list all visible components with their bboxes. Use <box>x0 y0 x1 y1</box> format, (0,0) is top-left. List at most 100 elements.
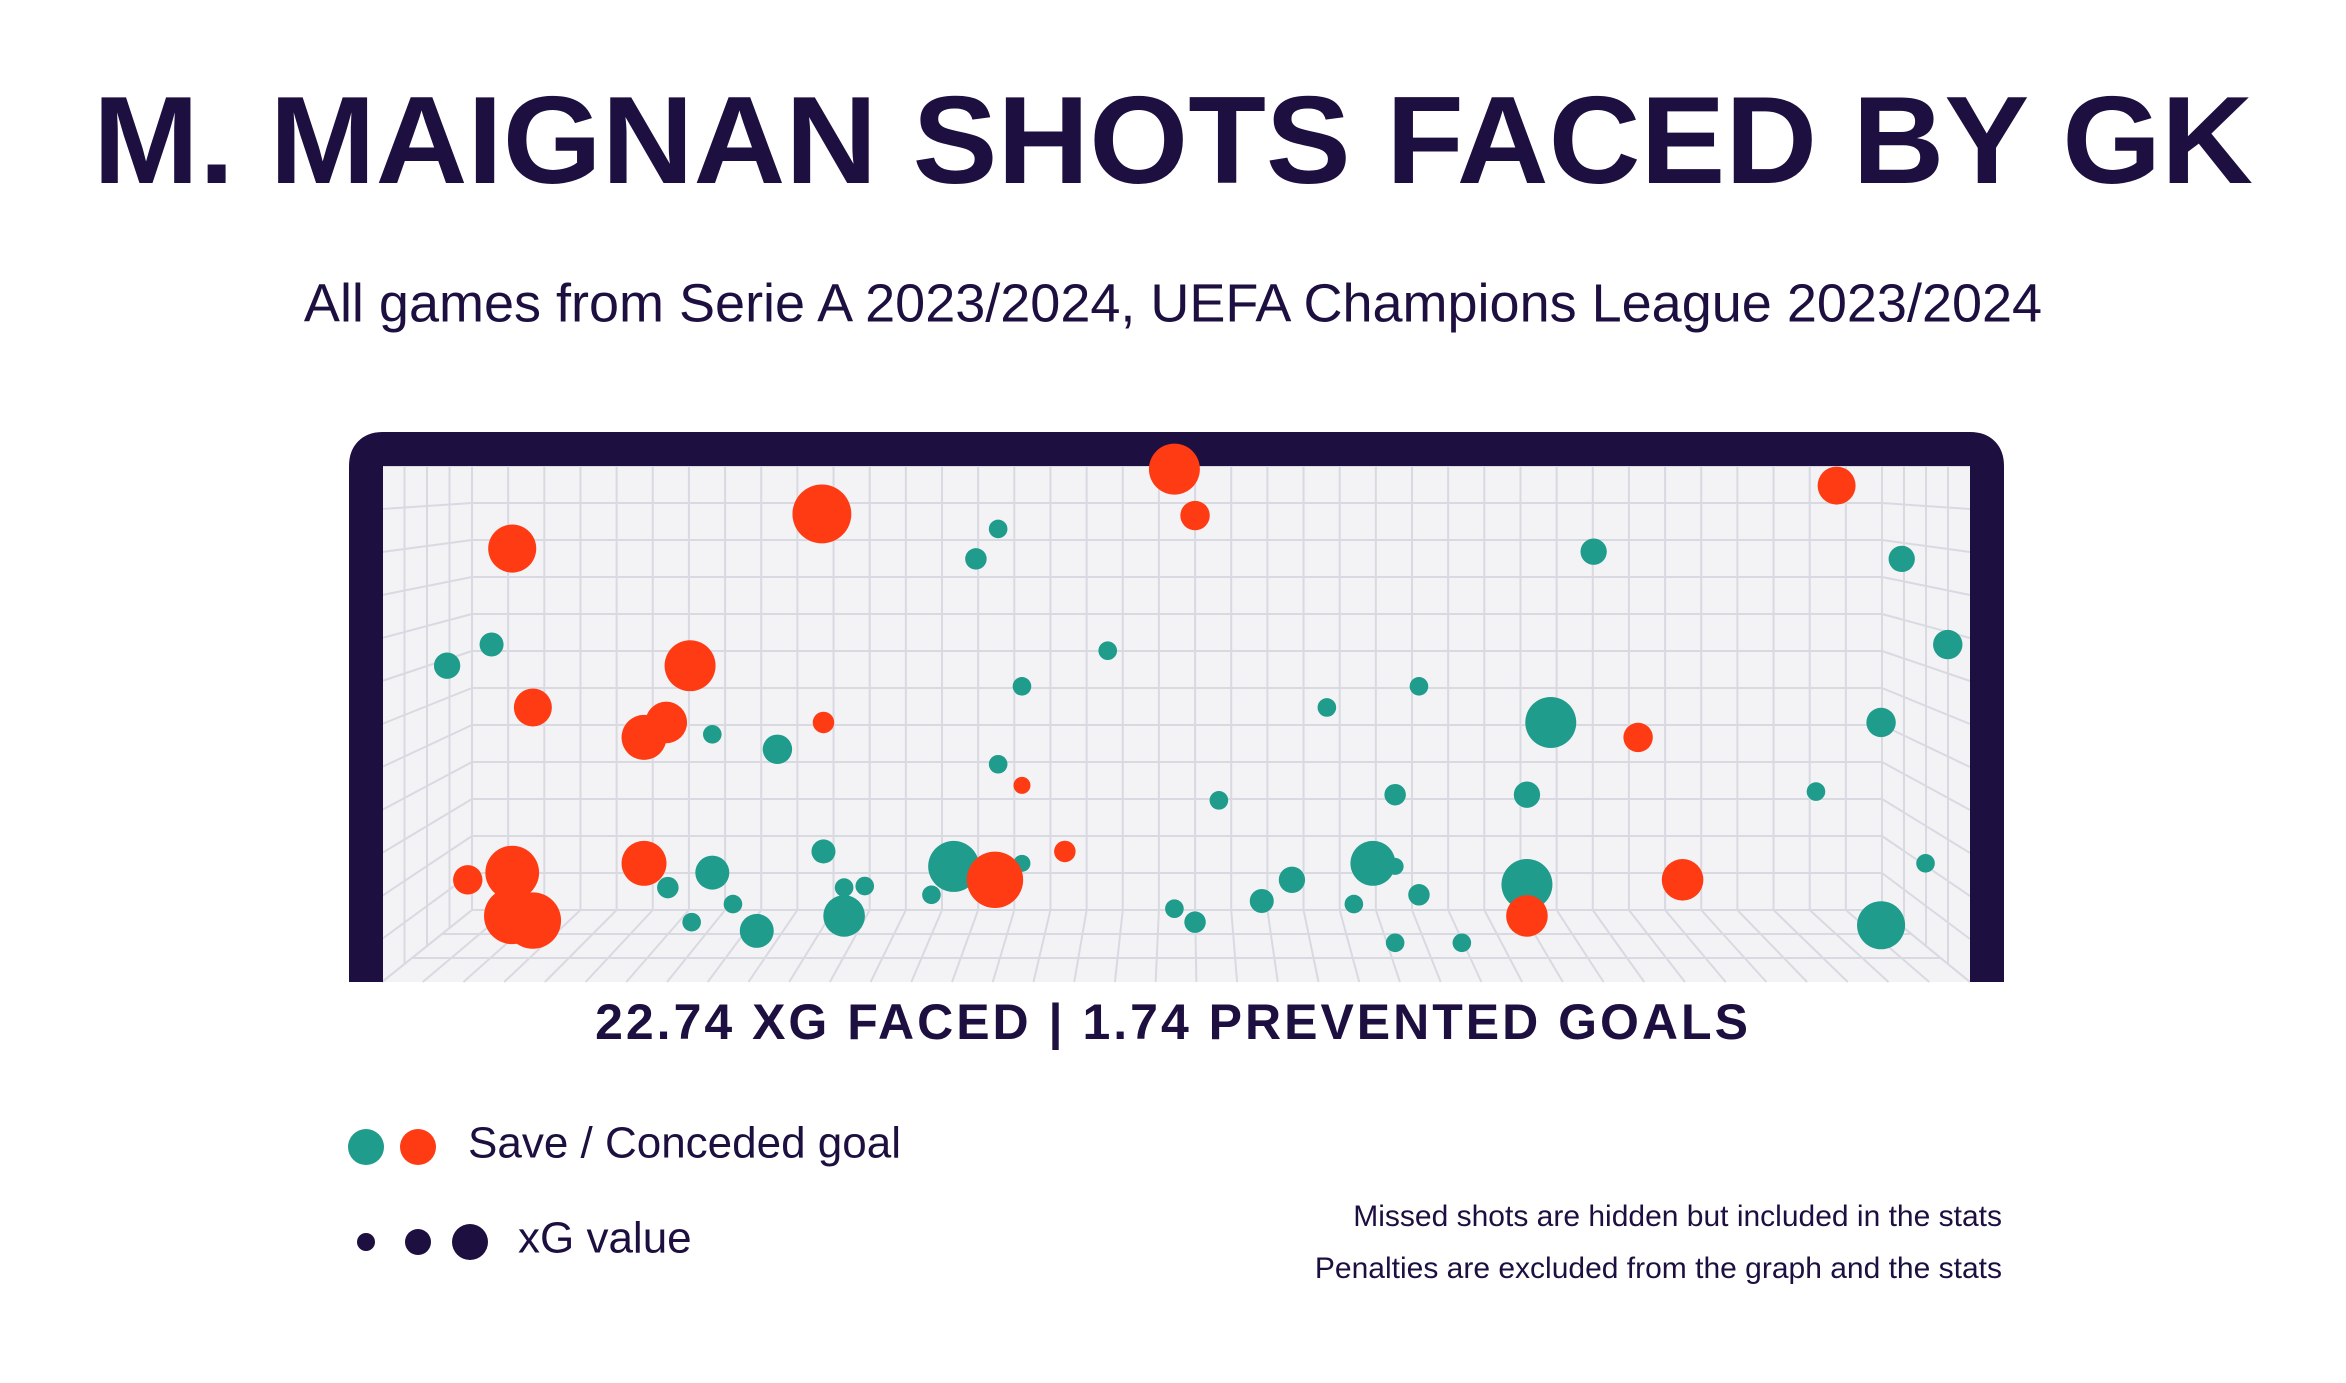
goal-shot <box>966 851 1024 909</box>
saved-shot <box>1933 629 1963 660</box>
net-line <box>1628 909 1686 983</box>
net-line <box>1555 909 1605 983</box>
goal-shot <box>1148 443 1200 495</box>
saved-shot <box>965 548 987 570</box>
saved-shot <box>855 876 875 896</box>
net-line <box>1073 909 1088 983</box>
goal-shot <box>664 640 716 692</box>
net-line <box>869 909 907 983</box>
saved-shot <box>1350 840 1396 886</box>
net-line <box>1591 909 1646 983</box>
note: Missed shots are hidden but included in … <box>1353 1200 2002 1233</box>
net-line <box>1302 909 1320 983</box>
net-line <box>1809 909 1890 983</box>
net-line <box>1113 909 1124 983</box>
saved-shot <box>739 913 774 948</box>
goal-shot <box>488 524 537 573</box>
saved-shot <box>695 855 730 890</box>
net-line <box>1700 909 1768 983</box>
legend-size-dot <box>452 1224 488 1260</box>
stats: 22.74 XG FACED | 1.74 PREVENTED GOALS <box>595 994 1751 1051</box>
goal-shot <box>1013 776 1031 794</box>
saved-shot <box>1409 677 1429 696</box>
saved-shot <box>1580 538 1607 565</box>
saved-shot <box>988 754 1008 774</box>
legend-save-dot <box>348 1129 384 1165</box>
shots <box>433 443 1963 953</box>
goal-shot <box>504 892 562 949</box>
net-line <box>544 909 618 983</box>
legend-size-dot <box>357 1233 375 1251</box>
chart-subtitle: All games from Serie A 2023/2024, UEFA C… <box>304 273 2042 333</box>
goal-shot <box>792 484 852 544</box>
saved-shot <box>657 876 679 899</box>
net-line <box>1338 909 1361 983</box>
saved-shot <box>702 725 722 744</box>
saved-shot <box>1513 781 1541 808</box>
saved-shot <box>834 878 854 897</box>
saved-shot <box>1165 899 1184 919</box>
saved-shot <box>433 652 461 679</box>
legend-goal-dot <box>400 1129 436 1165</box>
goal-shot <box>1661 859 1704 901</box>
saved-shot <box>1317 698 1337 717</box>
net-line <box>991 909 1016 983</box>
goal-shot <box>513 688 552 727</box>
net-line <box>584 909 654 983</box>
saved-shot <box>1098 641 1118 661</box>
saved-shot <box>988 519 1008 539</box>
saved-shot <box>479 632 504 657</box>
saved-shot <box>723 894 743 914</box>
saved-shot <box>823 895 865 937</box>
goal-shot <box>485 845 540 900</box>
saved-shot <box>682 912 701 932</box>
goal-shot <box>812 711 835 734</box>
net-line <box>1483 909 1523 983</box>
goal-shot <box>1817 466 1856 505</box>
net-line <box>747 909 799 983</box>
saved-shot <box>1012 677 1032 696</box>
saved-shot <box>1249 888 1274 914</box>
saved-shot <box>1278 866 1306 893</box>
net-line <box>1266 909 1279 983</box>
net-line <box>951 909 980 983</box>
saved-shot <box>1525 696 1577 748</box>
net-line <box>1736 909 1808 983</box>
chart-title: M. MAIGNAN SHOTS FACED BY GK <box>93 72 2253 210</box>
saved-shot <box>1866 707 1896 738</box>
saved-shot <box>1384 783 1406 806</box>
saved-shot <box>1184 911 1206 933</box>
saved-shot <box>928 840 980 892</box>
goal-shot <box>1180 500 1210 531</box>
goal-shot <box>1623 722 1653 753</box>
saved-shot <box>922 885 941 905</box>
saved-shot <box>811 839 836 864</box>
goal-shot <box>453 865 483 895</box>
net-line <box>1411 909 1442 983</box>
legend-label: xG value <box>518 1214 692 1263</box>
net-line <box>1032 909 1052 983</box>
net-line <box>910 909 943 983</box>
goal-shot <box>621 840 667 886</box>
net-line <box>1154 909 1160 983</box>
saved-shot <box>1916 854 1935 873</box>
net-line <box>1230 909 1239 983</box>
saved-shot <box>1857 901 1906 950</box>
saved-shot <box>1888 545 1915 573</box>
net-line <box>666 909 726 983</box>
net-line <box>1664 909 1727 983</box>
legend-label: Save / Conceded goal <box>468 1119 901 1168</box>
saved-shot <box>1344 894 1364 914</box>
goal-shot <box>1506 895 1548 937</box>
legend-size-dot <box>405 1229 431 1255</box>
saved-shot <box>1386 857 1404 875</box>
net-line <box>1772 909 1849 983</box>
saved-shot <box>762 734 793 765</box>
saved-shot <box>1806 782 1826 801</box>
saved-shot <box>1385 933 1405 953</box>
note: Penalties are excluded from the graph an… <box>1315 1252 2002 1285</box>
saved-shot <box>1408 884 1430 906</box>
goal-shot <box>621 714 667 760</box>
